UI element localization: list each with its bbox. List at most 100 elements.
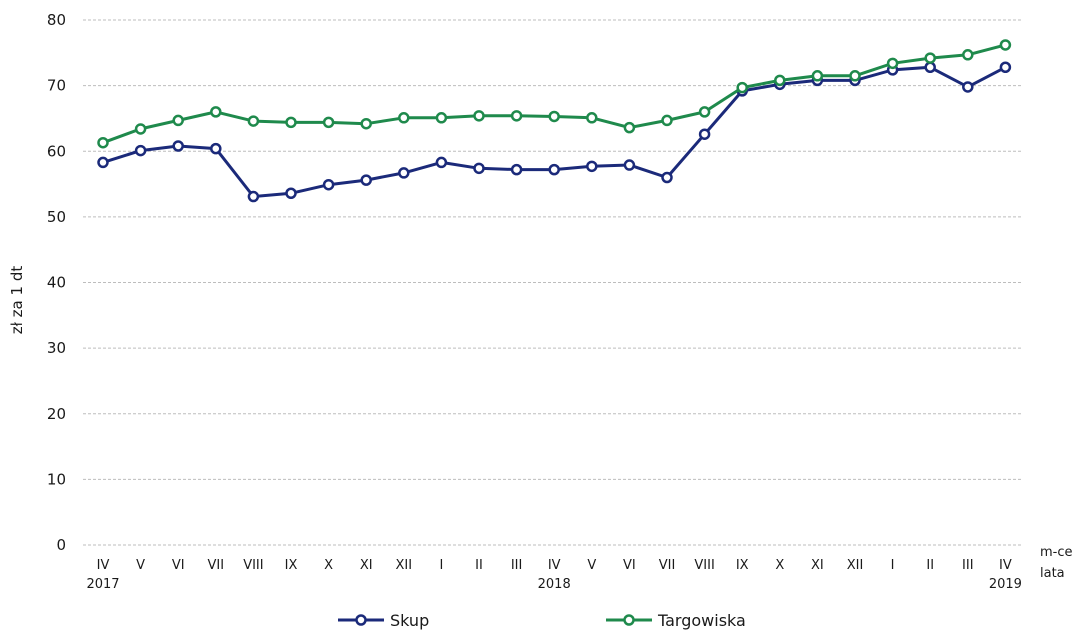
y-tick-label: 0: [56, 536, 66, 554]
legend-marker-skup: [355, 614, 367, 626]
series-line: [102, 65, 1007, 198]
x-tick-label: VIII: [243, 558, 263, 573]
x-tick-label: X: [324, 558, 333, 573]
x-tick-label: VI: [172, 558, 185, 573]
x-tick-label: V: [587, 558, 596, 573]
data-point: [924, 61, 936, 73]
data-point: [285, 116, 297, 129]
y-tick-label: 80: [47, 11, 66, 29]
y-tick-label: 40: [47, 274, 66, 292]
legend-item-skup: Skup: [338, 611, 429, 630]
data-point: [962, 81, 974, 93]
data-point: [811, 70, 824, 82]
series-group: [97, 39, 1012, 203]
gridlines: [83, 19, 1022, 546]
x-tick-label: VII: [659, 558, 676, 573]
x-tick-label: X: [775, 558, 784, 573]
data-point: [999, 39, 1012, 51]
data-point: [473, 162, 485, 175]
x-tick-label: I: [891, 558, 895, 573]
data-point: [322, 178, 335, 191]
data-point: [210, 106, 222, 118]
x-tick-label: XI: [811, 558, 824, 573]
data-point: [661, 171, 673, 184]
series-targowiska: [97, 39, 1012, 149]
legend: Skup Targowiska: [338, 611, 746, 630]
data-point: [698, 128, 711, 140]
data-point: [322, 116, 335, 129]
data-point: [623, 121, 636, 134]
x-axis-label: m-ce: [1040, 545, 1073, 560]
data-point: [97, 136, 109, 149]
data-point: [134, 123, 147, 135]
data-point: [999, 61, 1012, 73]
data-point: [623, 159, 636, 171]
data-point: [698, 106, 711, 118]
data-point: [924, 52, 936, 64]
x-tick-label: VII: [208, 558, 225, 573]
data-point: [247, 190, 260, 203]
y-axis-ticks: 0 10 20 30 40 50 60 70 80: [47, 11, 66, 554]
data-point: [247, 115, 260, 127]
x-tick-label: II: [926, 558, 934, 573]
data-point: [210, 142, 222, 155]
x-tick-label: II: [475, 558, 483, 573]
data-point: [548, 163, 560, 176]
legend-label-skup: Skup: [390, 611, 429, 630]
data-point: [360, 117, 372, 130]
data-point: [510, 110, 523, 122]
year-label: 2019: [989, 577, 1022, 592]
data-point: [398, 112, 410, 124]
data-point: [435, 156, 448, 169]
x-axis-ticks: IV V VI VII VIII IX X XI XII I II III IV V VI VII VIII IX…: [86, 558, 1021, 592]
year-label: 2017: [86, 577, 119, 592]
x-tick-label: IV: [999, 558, 1012, 573]
x-tick-label: IV: [548, 558, 561, 573]
x-tick-label: I: [439, 558, 443, 573]
data-point: [172, 140, 184, 152]
x-axis-year-label: lata: [1040, 566, 1065, 581]
series-line: [102, 43, 1006, 145]
data-point: [97, 156, 109, 169]
legend-marker-targowiska: [623, 614, 635, 626]
data-point: [661, 114, 673, 127]
y-tick-label: 30: [47, 339, 66, 357]
y-tick-label: 10: [47, 470, 66, 488]
data-point: [586, 112, 598, 124]
series-skup: [97, 61, 1012, 203]
data-point: [774, 74, 786, 87]
x-tick-label: XI: [360, 558, 373, 573]
data-point: [586, 160, 598, 173]
x-tick-label: VI: [623, 558, 636, 573]
data-point: [736, 81, 748, 94]
legend-label-targowiska: Targowiska: [657, 611, 746, 630]
y-tick-label: 60: [47, 142, 66, 160]
data-point: [886, 57, 899, 70]
y-axis-label: zł za 1 dt: [8, 266, 26, 335]
data-point: [962, 49, 974, 61]
legend-item-targowiska: Targowiska: [606, 611, 746, 630]
data-point: [398, 167, 410, 179]
x-tick-label: IX: [736, 558, 749, 573]
data-point: [510, 163, 523, 176]
x-tick-label: XII: [396, 558, 413, 573]
data-point: [360, 174, 372, 186]
x-tick-label: V: [136, 558, 145, 573]
data-point: [473, 110, 485, 122]
x-tick-label: IV: [97, 558, 110, 573]
x-tick-label: VIII: [694, 558, 714, 573]
x-tick-label: XII: [847, 558, 864, 573]
data-point: [134, 144, 147, 157]
y-tick-label: 20: [47, 405, 66, 423]
x-tick-label: III: [962, 558, 974, 573]
data-point: [849, 70, 861, 82]
data-point: [285, 187, 297, 199]
x-tick-label: III: [511, 558, 523, 573]
x-tick-label: IX: [285, 558, 298, 573]
year-label: 2018: [538, 577, 571, 592]
data-point: [435, 112, 448, 124]
data-point: [172, 114, 184, 127]
y-tick-label: 70: [47, 77, 66, 95]
data-point: [548, 110, 560, 123]
